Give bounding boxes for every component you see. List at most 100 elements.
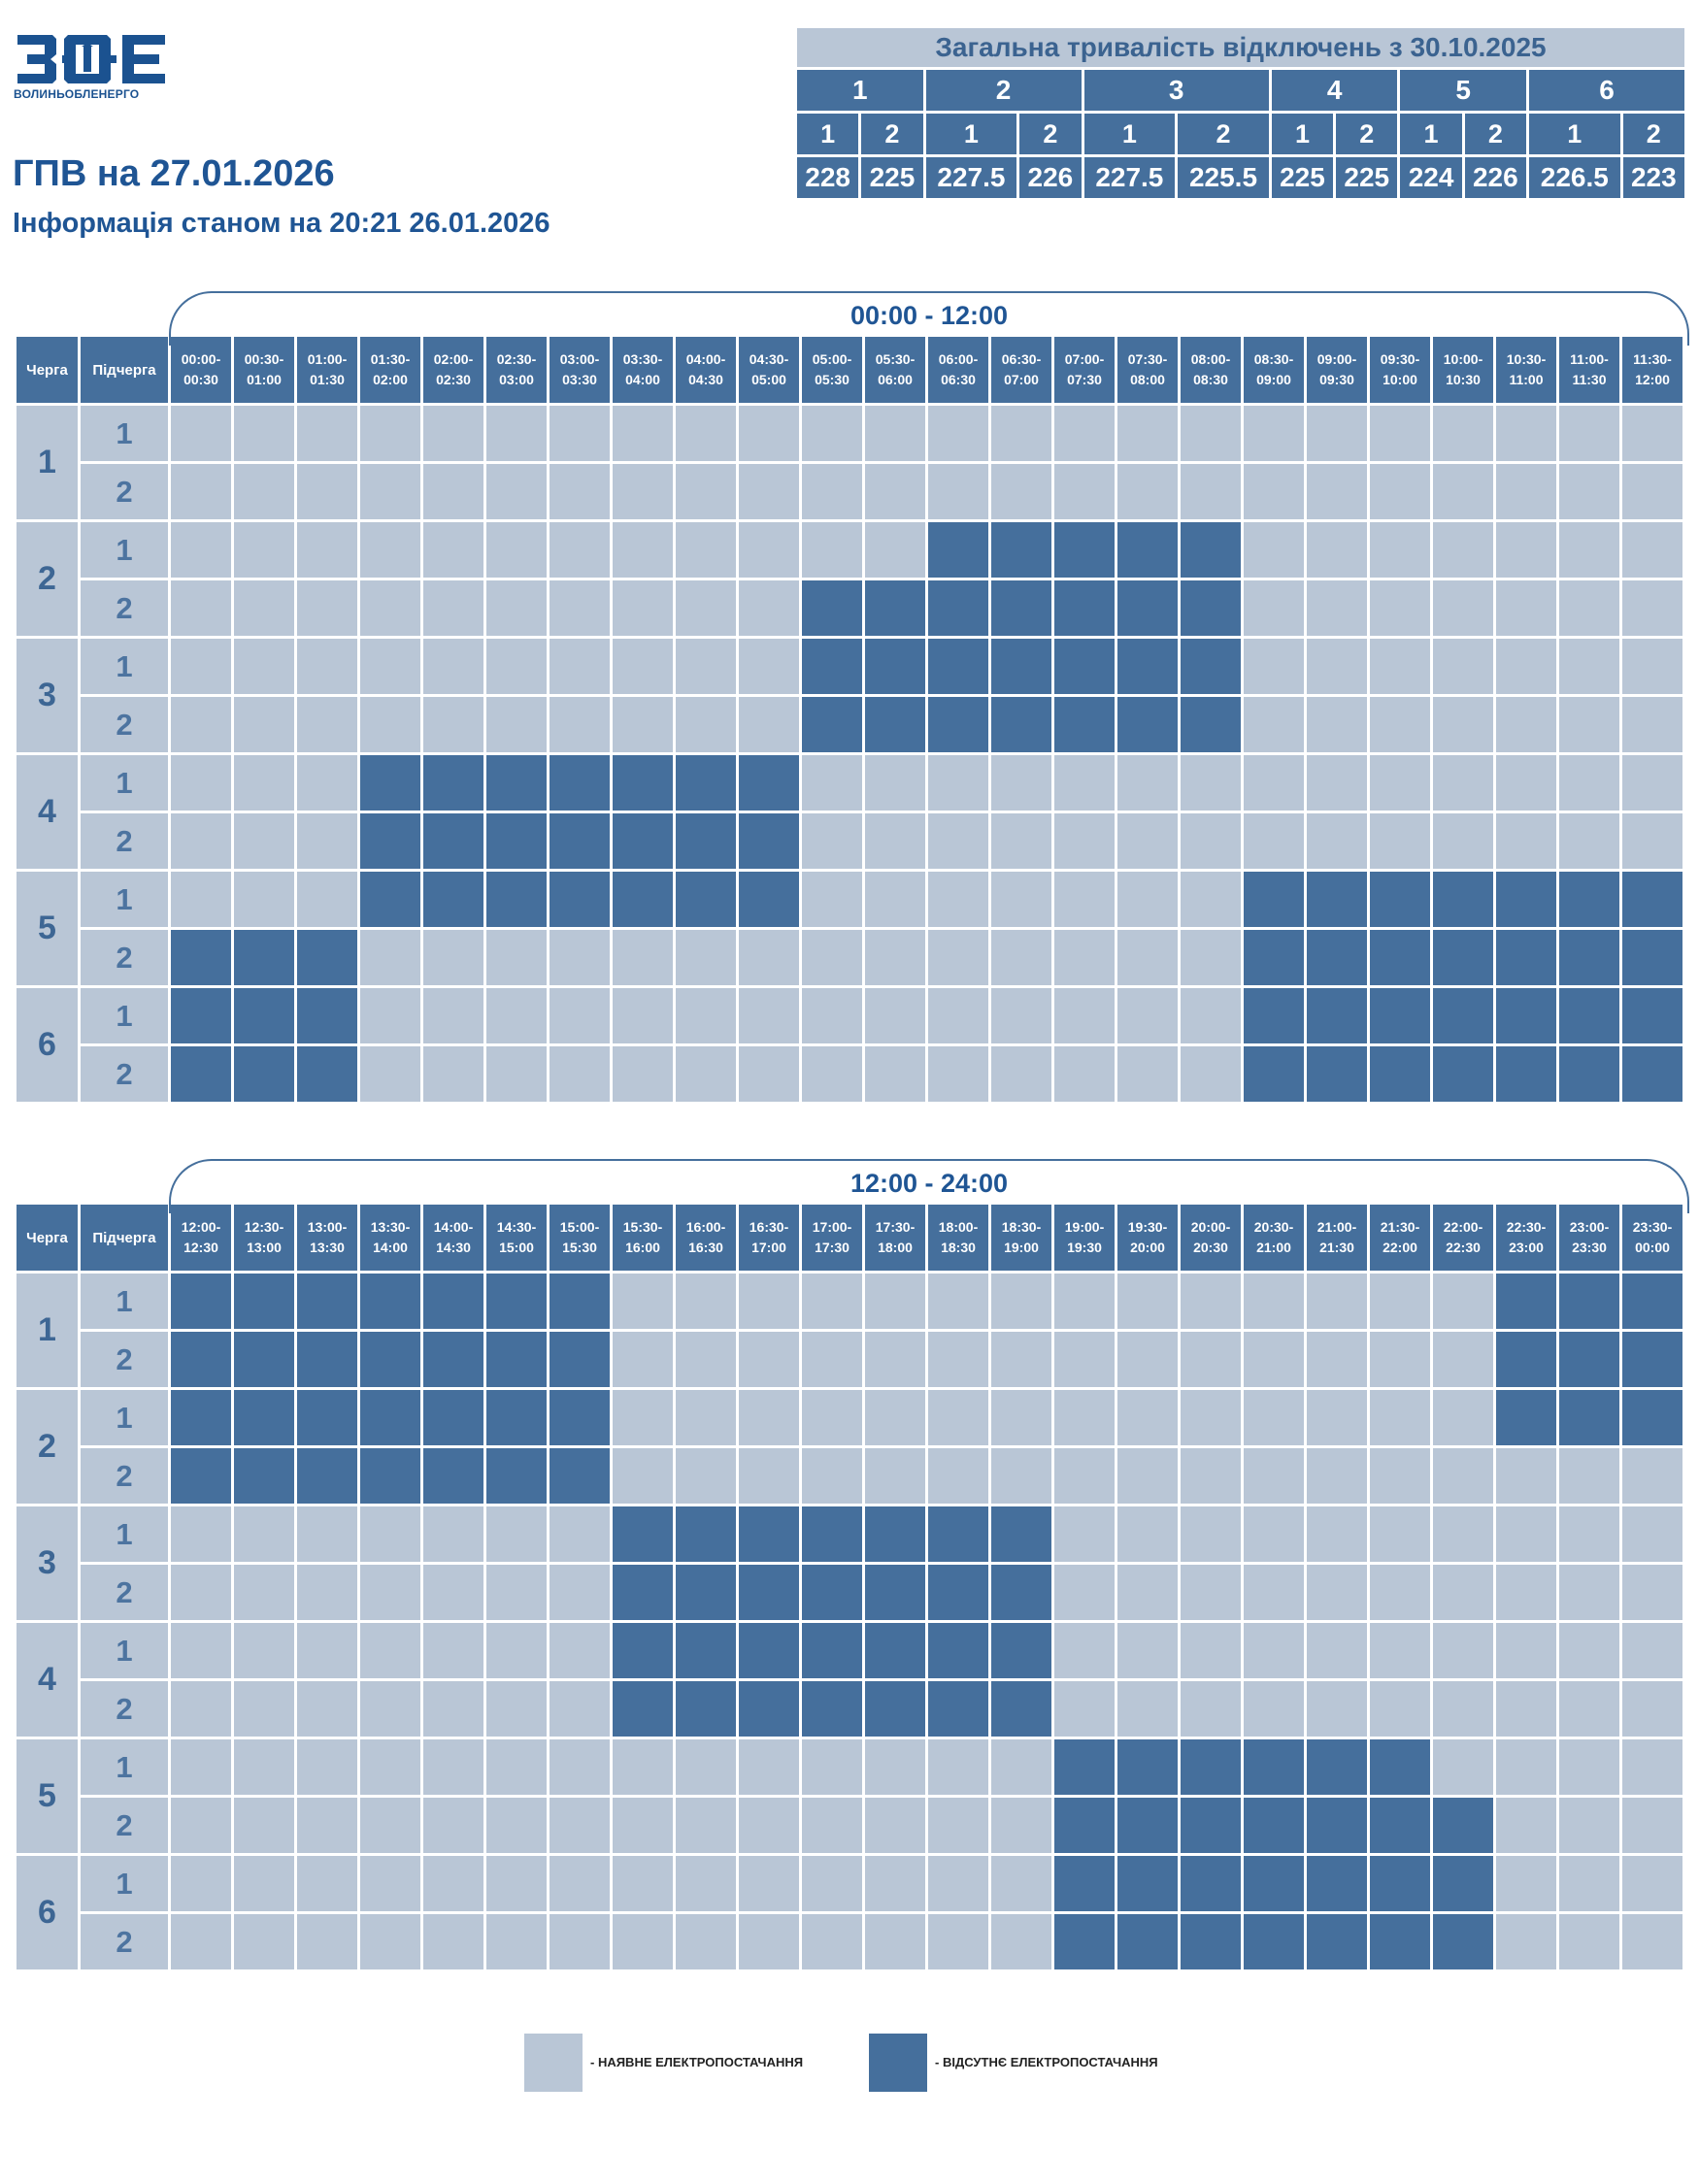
summary-value: 223 bbox=[1622, 157, 1684, 198]
slot-power-on bbox=[1559, 1914, 1619, 1969]
slot-power-on bbox=[739, 1390, 799, 1445]
slot-power-on bbox=[676, 580, 736, 636]
slot-power-off bbox=[1370, 1856, 1430, 1911]
slot-power-on bbox=[297, 1914, 357, 1969]
slot-power-off bbox=[1054, 1856, 1115, 1911]
slot-power-on bbox=[171, 872, 231, 927]
slot-power-off bbox=[1307, 930, 1367, 985]
slot-power-off bbox=[1307, 1856, 1367, 1911]
slot-power-off bbox=[865, 1506, 925, 1562]
slot-power-on bbox=[1054, 1565, 1115, 1620]
slot-power-on bbox=[1496, 1448, 1556, 1504]
slot-power-on bbox=[1307, 1623, 1367, 1678]
slot-power-on bbox=[676, 1856, 736, 1911]
slot-power-on bbox=[1622, 1798, 1682, 1853]
time-slot-header: 21:30- 22:00 bbox=[1370, 1205, 1430, 1271]
slot-power-on bbox=[739, 1798, 799, 1853]
slot-power-off bbox=[360, 1448, 420, 1504]
slot-power-off bbox=[802, 1565, 862, 1620]
slot-power-on bbox=[297, 813, 357, 869]
slot-power-off bbox=[1181, 522, 1241, 578]
summary-subgroup: 1 bbox=[797, 114, 859, 154]
schedule-row: 2 bbox=[17, 930, 1682, 985]
slot-power-on bbox=[1622, 1681, 1682, 1737]
slot-power-on bbox=[802, 464, 862, 519]
schedule-row: 2 bbox=[17, 464, 1682, 519]
slot-power-off bbox=[1496, 988, 1556, 1043]
slot-power-on bbox=[486, 1565, 547, 1620]
slot-power-off bbox=[171, 1274, 231, 1329]
slot-power-off bbox=[739, 1565, 799, 1620]
slot-power-on bbox=[486, 639, 547, 694]
slot-power-on bbox=[486, 1046, 547, 1102]
slot-power-on bbox=[1370, 755, 1430, 811]
slot-power-off bbox=[613, 1565, 673, 1620]
slot-power-off bbox=[486, 1448, 547, 1504]
slot-power-on bbox=[928, 1390, 988, 1445]
slot-power-on bbox=[550, 1798, 610, 1853]
slot-power-off bbox=[234, 1332, 294, 1387]
slot-power-on bbox=[1244, 755, 1304, 811]
page-title: ГПВ на 27.01.2026 bbox=[13, 153, 335, 194]
slot-power-off bbox=[423, 1448, 483, 1504]
slot-power-off bbox=[486, 813, 547, 869]
slot-power-on bbox=[171, 1623, 231, 1678]
slot-power-on bbox=[171, 1739, 231, 1795]
slot-power-on bbox=[1054, 755, 1115, 811]
schedule-row: 2 bbox=[17, 813, 1682, 869]
slot-power-off bbox=[297, 1274, 357, 1329]
slot-power-on bbox=[1559, 580, 1619, 636]
slot-power-on bbox=[360, 1681, 420, 1737]
time-slot-header: 12:00- 12:30 bbox=[171, 1205, 231, 1271]
slot-power-on bbox=[613, 1332, 673, 1387]
slot-power-on bbox=[865, 1448, 925, 1504]
subqueue-label: 1 bbox=[81, 639, 168, 694]
slot-power-on bbox=[613, 988, 673, 1043]
header-subqueue: Підчерга bbox=[81, 337, 168, 403]
slot-power-off bbox=[1181, 639, 1241, 694]
slot-power-on bbox=[739, 930, 799, 985]
slot-power-on bbox=[802, 1448, 862, 1504]
slot-power-on bbox=[802, 813, 862, 869]
slot-power-on bbox=[1054, 930, 1115, 985]
time-slot-header: 05:00- 05:30 bbox=[802, 337, 862, 403]
legend-power-off-swatch bbox=[869, 2034, 927, 2092]
slot-power-on bbox=[676, 522, 736, 578]
slot-power-off bbox=[1244, 930, 1304, 985]
slot-power-off bbox=[613, 1506, 673, 1562]
slot-power-on bbox=[234, 1914, 294, 1969]
slot-power-off bbox=[1559, 988, 1619, 1043]
slot-power-on bbox=[1622, 522, 1682, 578]
slot-power-on bbox=[1307, 580, 1367, 636]
slot-power-on bbox=[486, 1856, 547, 1911]
slot-power-off bbox=[1559, 1332, 1619, 1387]
slot-power-on bbox=[1244, 1274, 1304, 1329]
slot-power-on bbox=[1244, 1332, 1304, 1387]
slot-power-off bbox=[1117, 522, 1178, 578]
info-timestamp: Інформація станом на 20:21 26.01.2026 bbox=[13, 208, 550, 239]
slot-power-on bbox=[1559, 1506, 1619, 1562]
slot-power-on bbox=[739, 1332, 799, 1387]
summary-subgroup: 2 bbox=[1336, 114, 1398, 154]
slot-power-on bbox=[1622, 1739, 1682, 1795]
slot-power-on bbox=[550, 1506, 610, 1562]
time-slot-header: 06:30- 07:00 bbox=[991, 337, 1051, 403]
slot-power-on bbox=[1370, 406, 1430, 461]
time-slot-header: 03:30- 04:00 bbox=[613, 337, 673, 403]
slot-power-off bbox=[486, 1332, 547, 1387]
slot-power-on bbox=[1307, 1332, 1367, 1387]
time-slot-header: 10:30- 11:00 bbox=[1496, 337, 1556, 403]
slot-power-on bbox=[1370, 1506, 1430, 1562]
slot-power-on bbox=[1117, 406, 1178, 461]
slot-power-off bbox=[1622, 1274, 1682, 1329]
time-slot-header: 22:00- 22:30 bbox=[1433, 1205, 1493, 1271]
slot-power-off bbox=[613, 1623, 673, 1678]
slot-power-on bbox=[1433, 813, 1493, 869]
slot-power-off bbox=[1433, 872, 1493, 927]
slot-power-on bbox=[1496, 464, 1556, 519]
slot-power-on bbox=[486, 464, 547, 519]
slot-power-on bbox=[234, 464, 294, 519]
slot-power-on bbox=[802, 1914, 862, 1969]
slot-power-on bbox=[865, 930, 925, 985]
